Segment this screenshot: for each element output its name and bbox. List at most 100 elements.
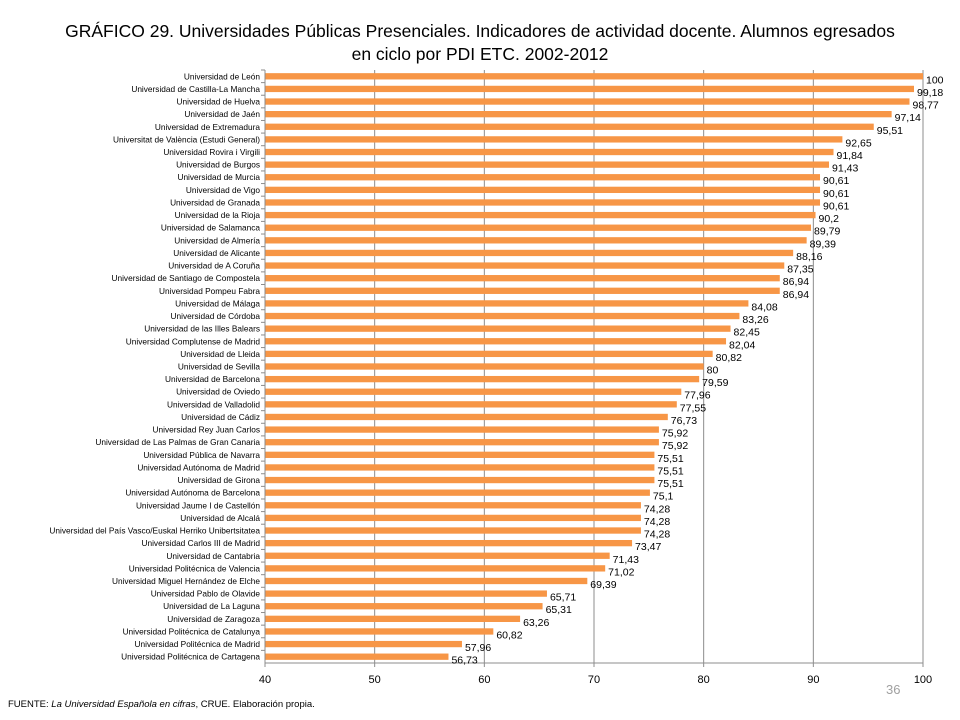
bar xyxy=(265,211,816,219)
category-label: Universidad Pablo de Olavide xyxy=(151,589,261,599)
category-label: Universidad Autónoma de Barcelona xyxy=(125,488,260,498)
category-label: Universidad de Córdoba xyxy=(171,311,261,321)
bar xyxy=(265,565,606,572)
category-label: Universidad de Sevilla xyxy=(178,362,260,372)
bar xyxy=(265,413,668,421)
bar xyxy=(265,350,713,358)
bar xyxy=(265,439,659,446)
category-label: Universidad de La Laguna xyxy=(163,601,260,611)
category-label: Universidad de Granada xyxy=(170,197,260,207)
x-tick-label: 40 xyxy=(259,674,271,686)
category-label: Universidad Rey Juan Carlos xyxy=(153,425,260,435)
bar xyxy=(265,123,874,130)
value-label: 89,39 xyxy=(810,238,836,250)
category-label: Universidad de Lleida xyxy=(180,349,260,359)
value-label: 79,59 xyxy=(702,377,728,389)
bar xyxy=(265,312,740,320)
page-number: 36 xyxy=(886,682,901,697)
category-label: Universidad de las Illes Balears xyxy=(144,324,260,334)
bar xyxy=(265,287,780,294)
value-label: 82,45 xyxy=(734,327,760,339)
category-label: Universidad de la Rioja xyxy=(175,210,261,220)
category-label: Universidad de Jaén xyxy=(184,109,260,119)
value-label: 88,16 xyxy=(796,251,822,263)
category-label: Universidad de Alcalá xyxy=(180,513,260,523)
bar xyxy=(265,148,834,156)
footer-suffix: , CRUE. Elaboración propia. xyxy=(195,699,315,710)
value-label: 86,94 xyxy=(783,289,809,301)
bar xyxy=(265,401,677,408)
category-label: Universidad de Murcia xyxy=(177,172,260,182)
category-label: Universidad de Castilla-La Mancha xyxy=(131,84,260,94)
value-label: 80 xyxy=(707,365,719,377)
bar xyxy=(265,375,700,383)
category-label: Universidad de Almería xyxy=(174,235,260,245)
bar xyxy=(265,426,659,433)
category-label: Universidad de Cantabria xyxy=(166,551,260,561)
bar xyxy=(265,237,807,244)
bar xyxy=(265,640,462,648)
category-label: Universidad Politécnica de Madrid xyxy=(135,639,261,649)
value-label: 74,28 xyxy=(644,516,670,528)
value-label: 76,73 xyxy=(671,415,697,427)
value-label: 75,92 xyxy=(662,440,688,452)
bar xyxy=(265,476,655,484)
value-label: 80,82 xyxy=(716,352,742,364)
bar xyxy=(265,514,641,522)
footer-prefix: FUENTE: xyxy=(8,699,52,710)
bar xyxy=(265,224,812,231)
bar xyxy=(265,275,780,282)
value-labels: 10099,1898,7797,1495,5192,6591,8491,4390… xyxy=(451,74,943,666)
category-label: Universidad Rovira i Virgili xyxy=(163,147,260,157)
value-label: 60,82 xyxy=(496,629,522,641)
chart-title: GRÁFICO 29. Universidades Públicas Prese… xyxy=(65,21,895,64)
value-label: 57,96 xyxy=(465,642,491,654)
value-label: 71,43 xyxy=(613,554,639,566)
category-label: Universidad de Alicante xyxy=(173,248,260,258)
x-tick-label: 60 xyxy=(478,674,490,686)
value-label: 69,39 xyxy=(590,579,616,591)
bar xyxy=(265,363,704,370)
bar xyxy=(265,539,633,547)
bar xyxy=(265,174,821,181)
value-label: 98,77 xyxy=(913,100,939,112)
value-label: 87,35 xyxy=(787,264,813,276)
x-tick-label: 90 xyxy=(807,674,819,686)
bar xyxy=(265,98,910,105)
value-label: 90,61 xyxy=(823,188,849,200)
category-label: Universidad Miguel Hernández de Elche xyxy=(112,576,260,586)
bar xyxy=(265,186,821,194)
category-label: Universidad Politécnica de Catalunya xyxy=(123,626,261,636)
category-label: Universidad Jaume I de Castellón xyxy=(136,500,260,510)
value-label: 65,71 xyxy=(550,592,576,604)
value-label: 77,96 xyxy=(684,390,710,402)
bar xyxy=(265,85,915,93)
value-label: 91,43 xyxy=(832,163,858,175)
source-footer: FUENTE: La Universidad Española en cifra… xyxy=(8,699,315,710)
value-label: 84,08 xyxy=(751,301,777,313)
category-label: Universidad Complutense de Madrid xyxy=(126,336,261,346)
bar xyxy=(265,577,588,585)
category-label: Universidad de Burgos xyxy=(176,160,260,170)
bar xyxy=(265,111,892,118)
value-label: 77,55 xyxy=(680,402,706,414)
bar xyxy=(265,603,543,610)
category-label: Universidad de León xyxy=(184,71,260,81)
x-tick-label: 70 xyxy=(588,674,600,686)
bar xyxy=(265,590,547,597)
bar xyxy=(265,388,682,395)
bar xyxy=(265,161,830,168)
bar xyxy=(265,502,641,509)
value-label: 92,65 xyxy=(845,137,871,149)
category-label: Universidad de Oviedo xyxy=(176,387,260,397)
bar xyxy=(265,615,521,622)
category-label: Universidad Carlos III de Madrid xyxy=(141,538,260,548)
chart-axes xyxy=(261,69,924,667)
value-label: 71,02 xyxy=(608,566,634,578)
value-label: 89,79 xyxy=(814,226,840,238)
footer-source: La Universidad Española en cifras xyxy=(51,699,196,710)
bar xyxy=(265,464,655,471)
value-label: 86,94 xyxy=(783,276,809,288)
value-label: 82,04 xyxy=(729,339,755,351)
value-label: 75,51 xyxy=(657,453,683,465)
